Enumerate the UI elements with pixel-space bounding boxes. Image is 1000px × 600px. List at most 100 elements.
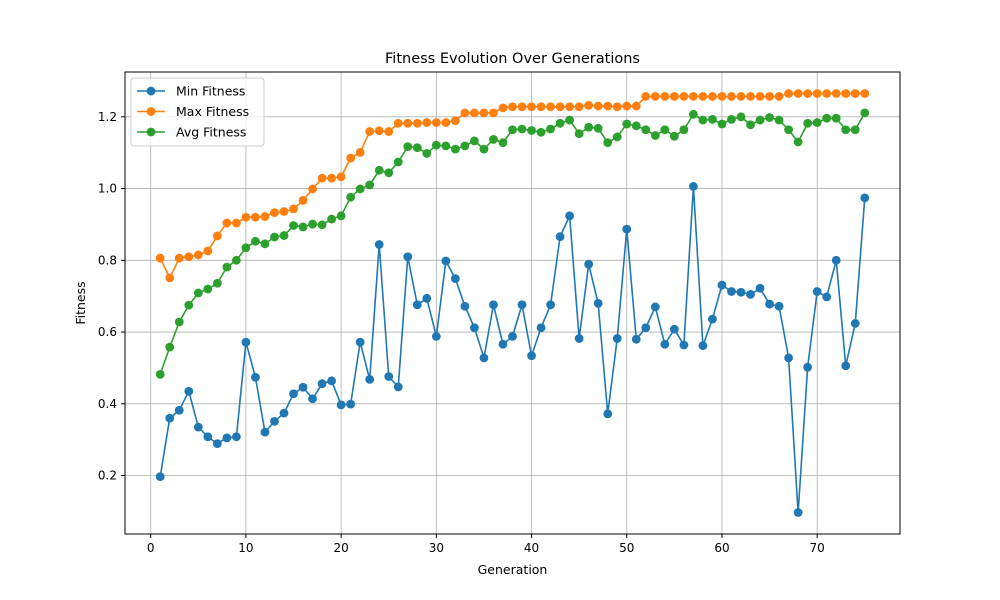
max-fitness-point	[260, 212, 270, 221]
min-fitness-point	[622, 224, 632, 234]
max-fitness-point	[803, 89, 813, 98]
max-fitness-point	[346, 153, 356, 163]
max-fitness-point	[688, 91, 698, 101]
min-fitness-point	[422, 293, 432, 303]
min-fitness-point	[270, 416, 279, 426]
min-fitness-point	[603, 409, 613, 419]
min-fitness-point	[336, 400, 346, 410]
avg-fitness-point	[650, 131, 660, 140]
max-fitness-point	[336, 172, 346, 182]
avg-fitness-point	[317, 220, 327, 230]
y-tick-label: 0.4	[98, 397, 117, 411]
avg-fitness-point	[412, 143, 422, 153]
max-fitness-point	[327, 173, 337, 183]
chart-title: Fitness Evolution Over Generations	[385, 51, 640, 67]
avg-fitness-point	[603, 138, 613, 148]
max-fitness-point	[365, 127, 375, 136]
x-tick-label: 20	[333, 541, 348, 555]
max-fitness-point	[193, 250, 203, 260]
max-fitness-point	[384, 127, 394, 136]
avg-fitness-point	[355, 184, 365, 194]
avg-fitness-point	[184, 300, 194, 310]
min-fitness-point	[251, 372, 260, 382]
avg-fitness-point	[450, 144, 460, 154]
avg-fitness-point	[336, 211, 346, 221]
max-fitness-point	[422, 118, 432, 127]
avg-fitness-point	[431, 140, 441, 150]
avg-fitness-point	[308, 219, 317, 229]
max-fitness-point	[631, 101, 641, 111]
avg-fitness-point	[584, 122, 594, 132]
y-tick-label: 0.2	[98, 469, 117, 483]
max-fitness-point	[822, 89, 832, 98]
max-fitness-point	[308, 184, 317, 194]
min-fitness-point	[498, 339, 508, 349]
max-fitness-point	[727, 91, 736, 101]
avg-fitness-point	[546, 124, 555, 134]
max-fitness-point	[317, 173, 327, 183]
min-fitness-point	[231, 432, 241, 442]
avg-fitness-point	[736, 112, 746, 122]
avg-fitness-point	[612, 132, 622, 142]
max-fitness-point	[584, 100, 594, 110]
min-fitness-point	[374, 240, 384, 249]
min-fitness-point	[546, 300, 555, 310]
min-fitness-point	[574, 334, 584, 343]
min-fitness-point	[441, 256, 451, 266]
max-fitness-point	[793, 89, 803, 98]
max-fitness-point	[251, 212, 260, 222]
max-fitness-point	[736, 91, 746, 101]
avg-fitness-point	[460, 141, 470, 151]
avg-fitness-point	[327, 214, 337, 224]
min-fitness-point	[365, 375, 375, 384]
avg-fitness-point	[622, 119, 632, 129]
avg-fitness-point	[822, 113, 832, 123]
avg-fitness-point	[688, 109, 698, 119]
max-fitness-point	[650, 91, 660, 101]
max-fitness-point	[574, 102, 584, 112]
avg-fitness-point	[422, 149, 432, 158]
avg-fitness-point	[279, 231, 289, 240]
y-tick-label: 1.2	[98, 110, 117, 124]
avg-fitness-point	[803, 118, 813, 128]
min-fitness-point	[241, 337, 251, 347]
min-fitness-point	[517, 300, 527, 310]
min-fitness-point	[850, 319, 860, 328]
max-fitness-point	[489, 108, 498, 118]
min-fitness-point	[155, 472, 165, 482]
y-tick-label: 0.6	[98, 325, 117, 339]
max-fitness-point	[536, 102, 546, 112]
avg-fitness-point	[365, 180, 375, 190]
min-fitness-point	[393, 382, 403, 392]
max-fitness-point	[565, 102, 575, 112]
legend-marker-min-fitness	[146, 86, 156, 96]
min-fitness-point	[755, 283, 765, 293]
min-fitness-point	[584, 259, 594, 269]
avg-fitness-point	[660, 125, 670, 135]
max-fitness-point	[708, 91, 717, 101]
avg-fitness-point	[565, 115, 575, 125]
min-fitness-point	[555, 232, 565, 242]
avg-fitness-point	[574, 129, 584, 139]
avg-fitness-point	[470, 136, 479, 146]
max-fitness-point	[660, 91, 670, 101]
max-fitness-point	[498, 103, 508, 113]
max-fitness-point	[765, 91, 774, 101]
max-fitness-point	[555, 102, 565, 112]
avg-fitness-point	[241, 243, 251, 253]
min-fitness-point	[203, 432, 213, 442]
plot-frame	[124, 71, 901, 535]
x-tick-label: 0	[147, 541, 155, 555]
min-fitness-point	[793, 508, 803, 517]
avg-fitness-point	[174, 317, 184, 327]
max-fitness-point	[593, 101, 603, 111]
avg-fitness-point	[717, 119, 727, 129]
min-fitness-point	[669, 324, 679, 334]
min-fitness-point	[222, 433, 232, 443]
avg-fitness-point	[403, 142, 413, 152]
max-fitness-point	[698, 91, 708, 101]
x-tick-label: 10	[238, 541, 253, 555]
min-fitness-point	[212, 439, 222, 449]
min-fitness-point	[508, 331, 517, 341]
